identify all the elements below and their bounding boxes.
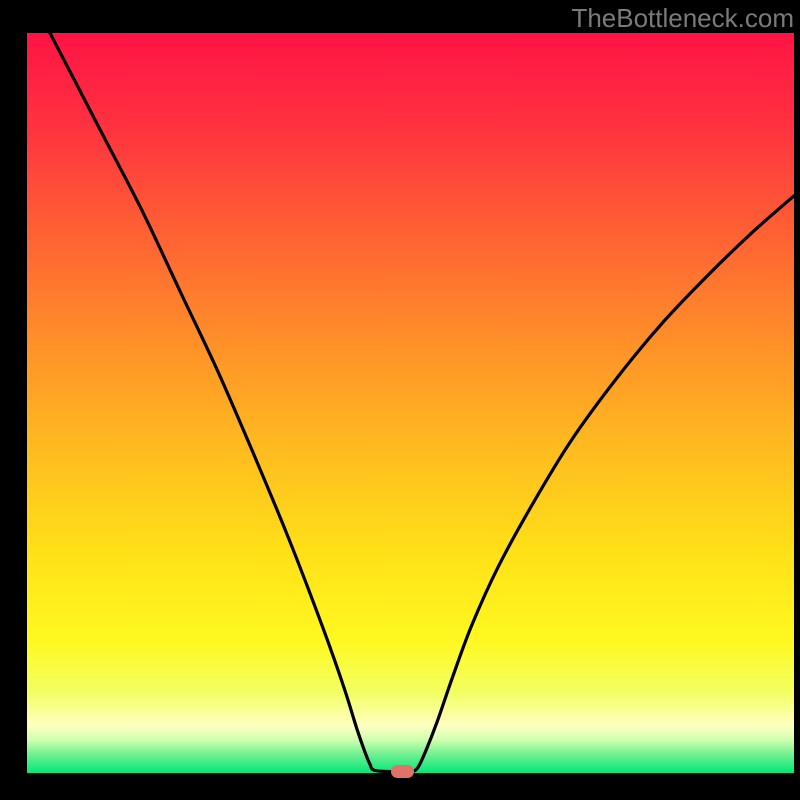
watermark-label: TheBottleneck.com <box>571 3 794 34</box>
optimum-marker <box>391 765 414 778</box>
plot-area <box>27 33 794 773</box>
gradient-background <box>27 33 794 773</box>
chart-frame: TheBottleneck.com <box>0 0 800 800</box>
